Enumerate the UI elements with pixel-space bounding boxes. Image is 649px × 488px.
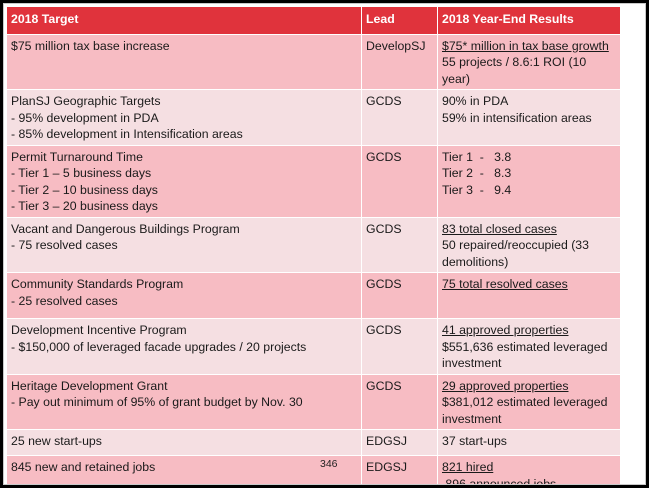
result-headline: 29 approved properties (442, 378, 569, 393)
lead-cell: EDGSJ (361, 455, 438, 484)
target-title: Community Standards Program (11, 277, 184, 291)
target-detail: - Tier 2 – 10 business days (11, 182, 158, 197)
target-detail: - 85% development in Intensification are… (11, 127, 243, 141)
lead-cell: GCDS (361, 89, 438, 146)
result-detail: 37 start-ups (442, 434, 507, 448)
target-detail: - 25 resolved cases (11, 293, 118, 308)
results-cell: 29 approved properties $381,012 estimated… (437, 373, 621, 430)
target-detail: - 95% development in PDA (11, 110, 159, 125)
table-row: Heritage Development Grant - Pay out mini… (6, 373, 621, 430)
result-headline: 821 hired (442, 460, 494, 474)
results-cell: 83 total closed cases 50 repaired/reoccup… (437, 216, 621, 273)
table-row: PlanSJ Geographic Targets - 95% developme… (6, 89, 621, 146)
header-target: 2018 Target (6, 6, 362, 35)
result-headline: 41 approved properties (442, 323, 569, 337)
lead-cell: GCDS (361, 373, 438, 430)
target-cell: Development Incentive Program - $150,000 … (6, 318, 362, 375)
target-cell: PlanSJ Geographic Targets - 95% developme… (6, 89, 362, 146)
results-cell: 41 approved properties $551,636 estimated… (437, 318, 621, 375)
target-cell: Vacant and Dangerous Buildings Program - … (6, 216, 362, 273)
result-detail: 896 announced jobs (442, 476, 557, 485)
target-detail: - 75 resolved cases (11, 238, 118, 252)
target-title: PlanSJ Geographic Targets (11, 94, 161, 108)
target-title: 845 new and retained jobs (11, 460, 156, 474)
page-number: 346 (320, 458, 338, 470)
header-row: 2018 Target Lead 2018 Year-End Results (6, 6, 621, 35)
target-cell: Heritage Development Grant - Pay out mini… (6, 373, 362, 430)
header-lead: Lead (361, 6, 438, 35)
result-headline: 83 total closed cases (442, 221, 557, 236)
slide: 2018 Target Lead 2018 Year-End Results $… (3, 3, 646, 485)
target-cell: Community Standards Program - 25 resolved… (6, 272, 362, 319)
target-title: Vacant and Dangerous Buildings Program (11, 221, 240, 236)
results-cell: $75* million in tax base growth 55 projec… (437, 33, 621, 90)
target-detail: - Tier 3 – 20 business days (11, 199, 158, 213)
results-cell: 90% in PDA 59% in intensification areas (437, 89, 621, 146)
lead-cell: DevelopSJ (361, 33, 438, 90)
table-row: Community Standards Program - 25 resolved… (6, 272, 621, 319)
result-detail: $381,012 estimated leveraged investment (442, 395, 611, 426)
result-detail: $551,636 estimated leveraged investment (442, 339, 611, 371)
lead-cell: GCDS (361, 216, 438, 273)
result-headline: $75* million in tax base growth (442, 38, 609, 53)
result-detail: Tier 2 - 8.3 (442, 166, 512, 180)
lead-cell: EDGSJ (361, 429, 438, 456)
result-detail: 59% in intensification areas (442, 110, 592, 125)
table-row: 845 new and retained jobs EDGSJ 821 hired … (6, 455, 621, 485)
target-detail: - Pay out minimum of 95% of grant budget… (11, 395, 303, 409)
target-cell: Permit Turnaround Time - Tier 1 – 5 busin… (6, 144, 362, 218)
table-row: Permit Turnaround Time - Tier 1 – 5 busin… (6, 144, 621, 218)
result-detail: Tier 3 - 9.4 (442, 182, 512, 197)
target-title: 25 new start-ups (11, 434, 102, 448)
table-body: $75 million tax base increase DevelopSJ $7… (6, 33, 621, 485)
table-row: Development Incentive Program - $150,000 … (6, 318, 621, 375)
target-cell: $75 million tax base increase (6, 33, 362, 90)
target-title: Development Incentive Program (11, 323, 187, 337)
target-detail: - Tier 1 – 5 business days (11, 166, 152, 180)
target-title: Permit Turnaround Time (11, 149, 143, 164)
target-title: $75 million tax base increase (11, 38, 170, 53)
result-detail: Tier 1 - 3.8 (442, 149, 512, 164)
table-row: 25 new start-ups EDGSJ 37 start-ups (6, 429, 621, 456)
target-title: Heritage Development Grant (11, 378, 168, 393)
header-results: 2018 Year-End Results (437, 6, 621, 35)
lead-cell: GCDS (361, 272, 438, 319)
results-cell: 37 start-ups (437, 429, 621, 456)
results-cell: 75 total resolved cases (437, 272, 621, 319)
table-row: $75 million tax base increase DevelopSJ $7… (6, 33, 621, 90)
lead-cell: GCDS (361, 318, 438, 375)
result-detail: 55 projects / 8.6:1 ROI (10 year) (442, 55, 590, 86)
results-cell: Tier 1 - 3.8 Tier 2 - 8.3 Tier 3 - 9.4 (437, 144, 621, 218)
lead-cell: GCDS (361, 144, 438, 218)
target-cell: 845 new and retained jobs (6, 455, 362, 484)
target-detail: - $150,000 of leveraged facade upgrades … (11, 339, 307, 354)
results-cell: 821 hired 896 announced jobs (437, 455, 621, 485)
result-headline: 75 total resolved cases (442, 277, 568, 291)
result-detail: 90% in PDA (442, 94, 509, 108)
results-table: 2018 Target Lead 2018 Year-End Results $… (6, 6, 621, 485)
table-row: Vacant and Dangerous Buildings Program - … (6, 216, 621, 273)
target-cell: 25 new start-ups (6, 429, 362, 456)
result-detail: 50 repaired/reoccupied (33 demolitions) (442, 238, 593, 269)
